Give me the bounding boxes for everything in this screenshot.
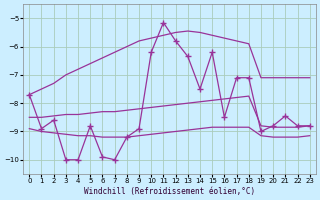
- X-axis label: Windchill (Refroidissement éolien,°C): Windchill (Refroidissement éolien,°C): [84, 187, 255, 196]
